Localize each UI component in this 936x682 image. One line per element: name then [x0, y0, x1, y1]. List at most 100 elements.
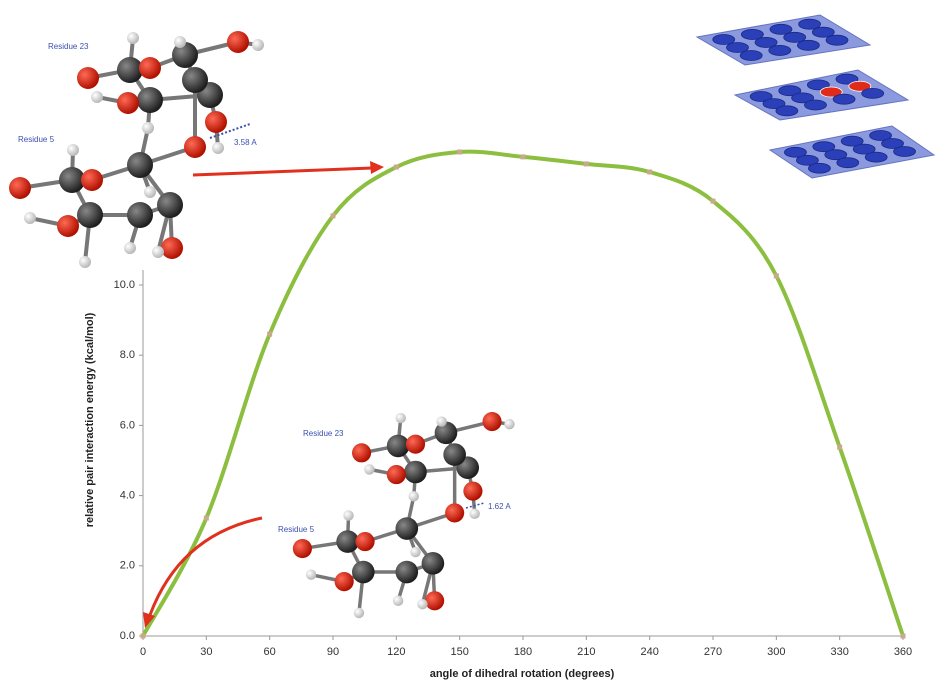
- atom: [293, 539, 312, 558]
- x-tick-label: 150: [450, 646, 468, 658]
- atom: [409, 491, 419, 501]
- atom: [182, 67, 208, 93]
- data-point: [584, 161, 589, 166]
- atom: [425, 591, 444, 610]
- data-point: [331, 213, 336, 218]
- arrow: [150, 518, 262, 615]
- atom: [410, 547, 420, 557]
- data-point: [394, 165, 399, 170]
- arrow-head: [370, 161, 384, 174]
- atom: [252, 39, 264, 51]
- data-point: [774, 273, 779, 278]
- atom: [469, 509, 479, 519]
- atom: [137, 87, 163, 113]
- plate-hole: [837, 158, 859, 168]
- atom: [482, 412, 501, 431]
- atom: [463, 482, 482, 501]
- plate-hole: [826, 35, 848, 45]
- atom: [142, 122, 154, 134]
- atom: [9, 177, 31, 199]
- data-point: [457, 149, 462, 154]
- x-tick-label: 270: [704, 646, 722, 658]
- y-axis-title: relative pair interaction energy (kcal/m…: [84, 312, 96, 527]
- atom: [79, 256, 91, 268]
- x-tick-label: 330: [830, 646, 848, 658]
- atom: [91, 91, 103, 103]
- y-tick-label: 8.0: [120, 349, 135, 361]
- atom: [422, 552, 445, 575]
- x-tick-label: 120: [387, 646, 405, 658]
- chart: 0.02.04.06.08.010.0030609012015018021024…: [0, 0, 936, 682]
- atom: [335, 572, 354, 591]
- annotation: Residue 23: [303, 429, 344, 438]
- atom: [81, 169, 103, 191]
- annotation: Residue 23: [48, 42, 89, 51]
- atom: [395, 413, 405, 423]
- atom: [393, 596, 403, 606]
- data-point: [837, 445, 842, 450]
- atom: [205, 111, 227, 133]
- atom: [406, 435, 425, 454]
- atom: [306, 569, 316, 579]
- atom: [127, 152, 153, 178]
- atom: [436, 416, 446, 426]
- atom: [212, 142, 224, 154]
- atom: [184, 136, 206, 158]
- atom: [404, 461, 427, 484]
- atom: [343, 510, 353, 520]
- atom: [139, 57, 161, 79]
- atom: [227, 31, 249, 53]
- data-point: [711, 199, 716, 204]
- atom: [24, 212, 36, 224]
- atom: [443, 443, 466, 466]
- x-tick-label: 300: [767, 646, 785, 658]
- series-line: [143, 152, 903, 636]
- atom: [387, 465, 406, 484]
- x-tick-label: 180: [514, 646, 532, 658]
- annotation: 3.58 A: [234, 138, 257, 147]
- atom: [161, 237, 183, 259]
- data-point: [141, 634, 146, 639]
- data-point: [267, 332, 272, 337]
- plate-hole: [808, 163, 830, 173]
- x-tick-label: 240: [640, 646, 658, 658]
- annotation: 1.62 A: [488, 502, 511, 511]
- atom: [352, 443, 371, 462]
- plate-hole: [776, 106, 798, 116]
- x-tick-label: 90: [327, 646, 339, 658]
- y-tick-label: 0.0: [120, 630, 135, 642]
- atom: [127, 202, 153, 228]
- atom: [77, 202, 103, 228]
- x-tick-label: 210: [577, 646, 595, 658]
- atom: [387, 435, 410, 458]
- atom: [174, 36, 186, 48]
- axes: 0.02.04.06.08.010.0030609012015018021024…: [114, 270, 913, 658]
- atom: [395, 561, 418, 584]
- annotation: Residue 5: [278, 525, 315, 534]
- atom: [117, 92, 139, 114]
- atom: [77, 67, 99, 89]
- y-tick-label: 6.0: [120, 419, 135, 431]
- x-tick-label: 30: [200, 646, 212, 658]
- y-tick-label: 10.0: [114, 279, 135, 291]
- atom: [352, 561, 375, 584]
- data-point: [647, 169, 652, 174]
- y-tick-label: 4.0: [120, 490, 135, 502]
- plate-hole: [769, 45, 791, 55]
- atom: [124, 242, 136, 254]
- plate-hole: [740, 51, 762, 61]
- atom: [127, 32, 139, 44]
- annotation: Residue 5: [18, 135, 55, 144]
- atom: [354, 608, 364, 618]
- atom: [157, 192, 183, 218]
- atom: [395, 517, 418, 540]
- x-axis-title: angle of dihedral rotation (degrees): [430, 668, 615, 680]
- plate-hole: [865, 152, 887, 162]
- atom: [504, 419, 514, 429]
- atom: [117, 57, 143, 83]
- plate-hole: [894, 147, 916, 157]
- arrow: [193, 168, 372, 175]
- x-tick-label: 360: [894, 646, 912, 658]
- molecule: [293, 412, 515, 618]
- atom: [144, 186, 156, 198]
